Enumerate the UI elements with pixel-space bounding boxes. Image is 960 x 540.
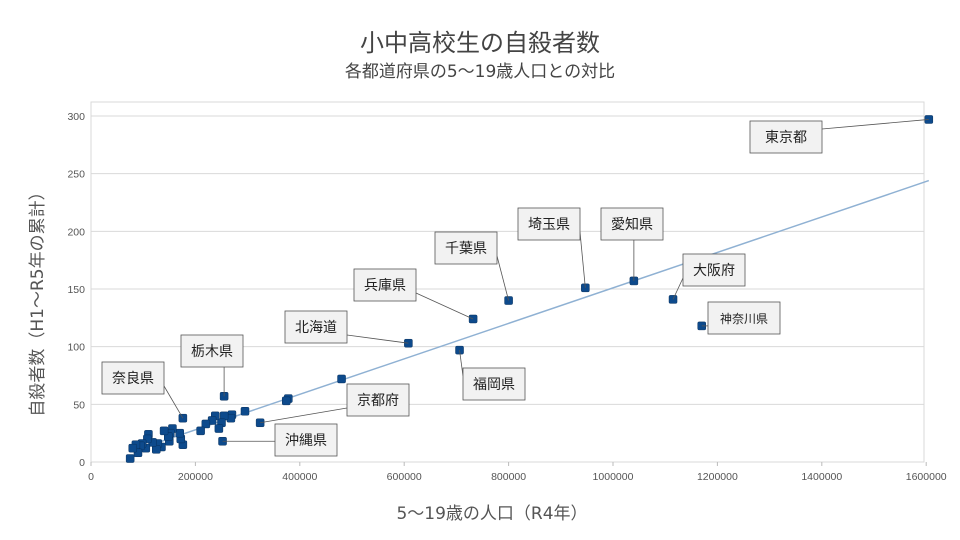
x-tick-label: 600000 — [387, 471, 422, 483]
x-tick-label: 0 — [88, 471, 94, 483]
callout-leader — [672, 277, 684, 300]
y-tick-label: 250 — [67, 169, 85, 181]
axes: 0 50 100 150 200 250 300 0 200000 400000 600000 800… — [67, 111, 946, 483]
x-axis-label: 5〜19歳の人口（R4年） — [396, 504, 587, 524]
callout-label: 栃木県 — [191, 344, 233, 360]
callout-box — [434, 231, 498, 265]
data-point — [201, 419, 211, 429]
data-point — [240, 407, 250, 416]
x-tick-label: 1600000 — [906, 471, 947, 483]
callout-label: 埼玉県 — [528, 217, 570, 233]
callout-box — [600, 207, 664, 241]
callout-box — [517, 207, 581, 241]
callout-label: 奈良県 — [112, 371, 154, 387]
callout-label: 神奈川県 — [720, 312, 768, 326]
x-tick-label: 1000000 — [593, 471, 634, 483]
trendline-line — [137, 179, 930, 451]
data-point — [214, 424, 224, 433]
callout-box — [682, 253, 746, 287]
data-point — [125, 454, 135, 463]
callout-box — [180, 334, 244, 368]
y-axis-label: 自殺者数（H1〜R5年の累計） — [28, 183, 48, 416]
callout-box — [462, 367, 526, 401]
y-tick-label: 300 — [67, 111, 85, 123]
chart-subtitle: 各都道府県の5〜19歳人口との対比 — [345, 62, 615, 82]
callout-leader — [346, 334, 409, 344]
callout-leader — [260, 407, 348, 424]
callout-label: 東京都 — [765, 130, 807, 146]
callout-label: 大阪府 — [693, 263, 735, 279]
callout-label: 兵庫県 — [364, 277, 406, 294]
callout-label: 愛知県 — [611, 216, 653, 233]
y-tick-label: 200 — [67, 226, 85, 238]
x-tick-label: 400000 — [282, 471, 317, 483]
callout-leader — [821, 119, 929, 130]
callout-leader — [496, 255, 509, 301]
x-tick-label: 1200000 — [697, 471, 738, 483]
data-point — [196, 426, 205, 436]
y-tick-label: 0 — [79, 457, 85, 469]
callout-box — [749, 120, 823, 154]
callout-label: 京都府 — [357, 393, 399, 409]
trendline — [137, 179, 930, 451]
data-point — [159, 426, 169, 436]
callout-label: 福岡県 — [473, 377, 515, 393]
y-tick-label: 100 — [67, 342, 85, 354]
callout-box — [274, 423, 338, 457]
data-point — [128, 443, 138, 453]
callout-box — [707, 301, 781, 335]
callout-box — [353, 268, 417, 302]
callout-leader — [415, 292, 474, 320]
plot-frame — [90, 101, 925, 463]
x-tick-label: 200000 — [178, 471, 213, 483]
callout-leader — [579, 231, 586, 288]
y-tick-label: 150 — [67, 284, 85, 296]
x-tick-label: 1400000 — [801, 471, 842, 483]
callout-box — [346, 383, 410, 417]
y-tick-label: 50 — [73, 399, 85, 411]
data-point — [175, 428, 184, 438]
callout-label: 沖縄県 — [285, 433, 327, 449]
callout-label: 北海道 — [295, 320, 337, 336]
chart-title: 小中高校生の自殺者数 — [360, 29, 600, 57]
data-point — [281, 396, 291, 406]
callout-box — [101, 361, 165, 395]
data-point — [337, 374, 346, 384]
x-tick-label: 800000 — [491, 471, 526, 483]
callout-leader — [163, 385, 184, 419]
callout-label: 千葉県 — [445, 241, 487, 257]
callout-leader — [459, 350, 464, 377]
callout-box — [284, 310, 348, 344]
